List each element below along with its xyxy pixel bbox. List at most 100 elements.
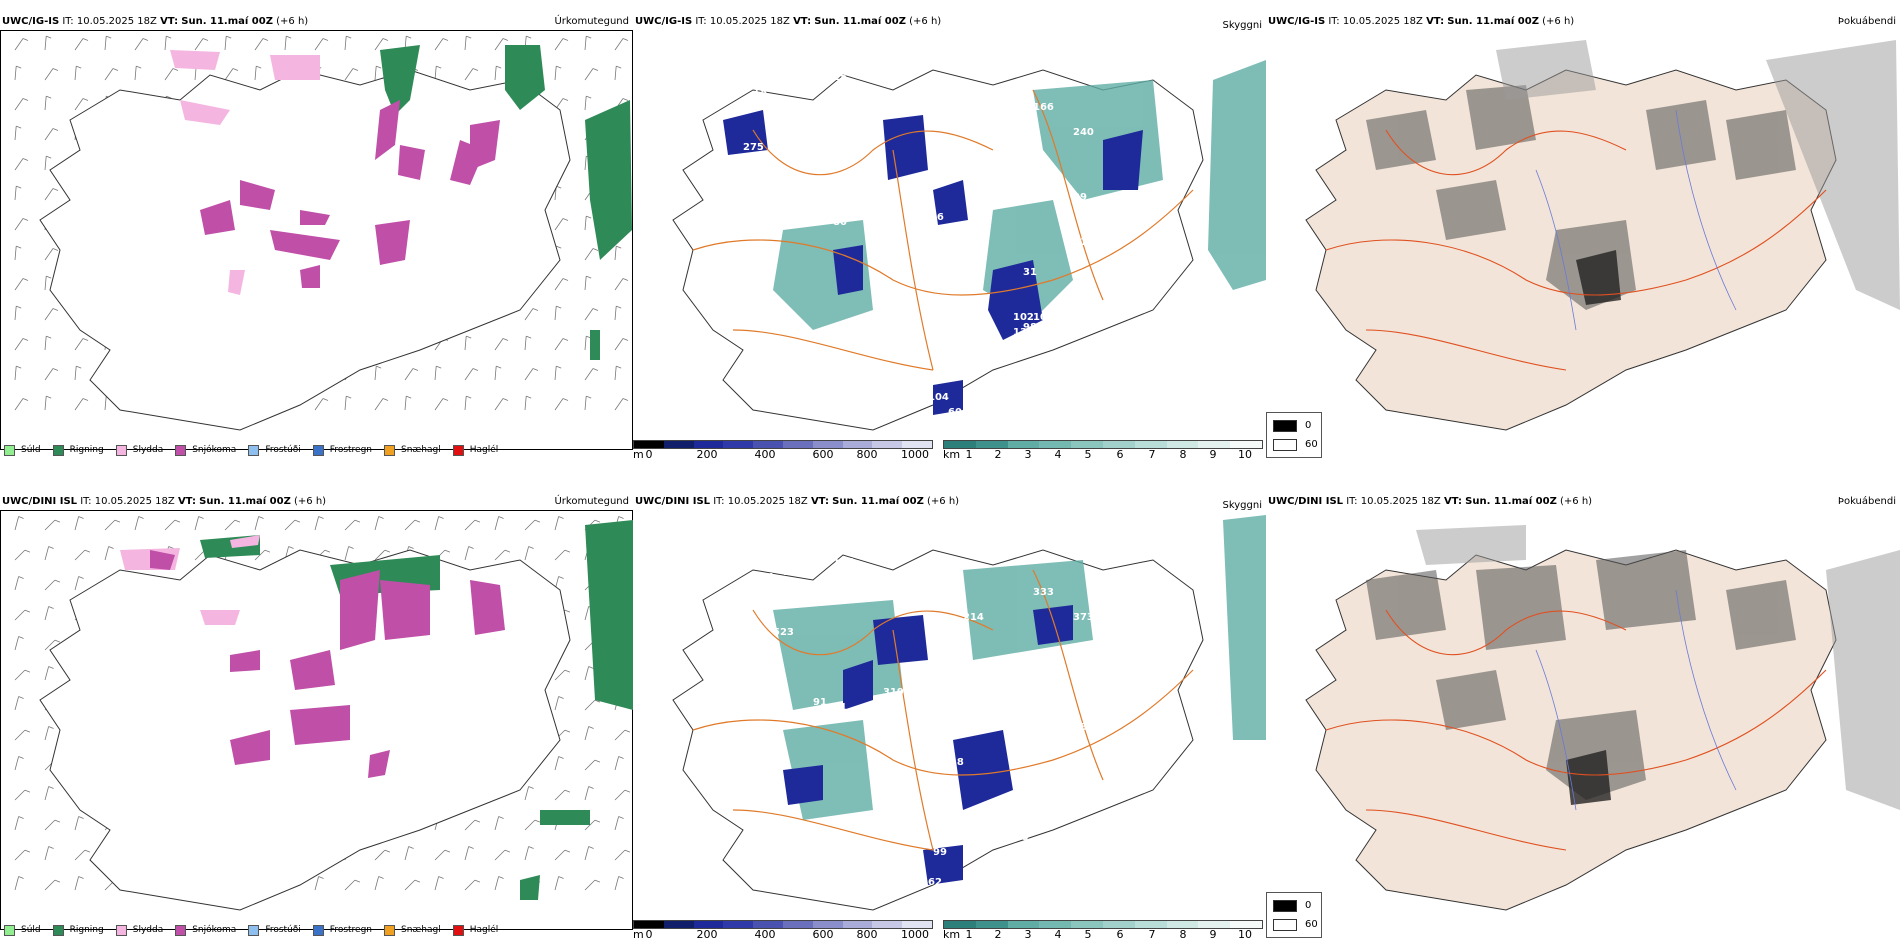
init-time: 10.05.2025 18Z: [1342, 16, 1423, 27]
wind-barb-flag: [532, 308, 539, 311]
wind-barb-flag: [622, 278, 629, 281]
wind-barb: [494, 66, 497, 81]
visibility-tick: 10: [1238, 928, 1252, 941]
wind-barb: [74, 816, 79, 831]
wind-barb: [344, 396, 347, 411]
wind-barb: [554, 516, 559, 531]
wind-barb-flag: [504, 549, 511, 553]
wind-barb-flag: [22, 338, 29, 341]
wind-barb-flag: [82, 398, 89, 401]
fog-map[interactable]: [1266, 30, 1900, 450]
wind-barb-flag: [348, 546, 354, 549]
wind-barb-flag: [466, 395, 472, 399]
wind-barb: [14, 98, 24, 111]
wind-barb-flag: [16, 125, 22, 129]
fog-panel-bottom: UWC/DINI ISL IT: 10.05.2025 18Z VT: Sun.…: [1266, 494, 1900, 944]
wind-barb: [464, 396, 467, 411]
wind-barb-flag: [378, 876, 384, 879]
wind-barb-flag: [412, 368, 419, 371]
wind-barb: [404, 519, 416, 531]
wind-barb-flag: [586, 95, 592, 99]
wind-barb-flag: [136, 65, 142, 69]
wind-barb: [164, 36, 167, 51]
lead-offset: (+6 h): [294, 496, 327, 507]
wind-barb: [614, 66, 617, 81]
wind-barb: [374, 398, 384, 411]
wind-barb: [14, 158, 24, 171]
legend-item: Rigning: [52, 924, 104, 936]
vt-label: VT:: [160, 16, 179, 27]
wind-barb-flag: [322, 398, 329, 401]
cloud-base-map[interactable]: 18 16 15 275 12 19 166 240 82 20 576 80 24 126 155 145 1…: [633, 30, 1266, 450]
wind-barb-flag: [562, 398, 569, 401]
wind-barb-flag: [616, 305, 622, 309]
wind-barb-flag: [564, 729, 571, 733]
ceiling-tick: 1000: [901, 928, 929, 941]
legend-label: Frostúði: [265, 445, 301, 455]
wind-barb: [584, 216, 587, 231]
init-time: 10.05.2025 18Z: [76, 16, 157, 27]
precip-map[interactable]: [0, 30, 633, 450]
wind-barb: [374, 549, 386, 561]
wind-barb-flag: [468, 546, 474, 549]
wind-barb-flag: [558, 696, 564, 699]
wind-barb-flag: [564, 549, 571, 553]
fog-map[interactable]: [1266, 510, 1900, 930]
wind-barb-flag: [54, 639, 61, 643]
wind-barb-flag: [112, 68, 119, 71]
legend-label: Slydda: [132, 925, 164, 935]
cloud-base-label: 104: [1023, 807, 1044, 818]
panel-title: Þokuábendi: [1837, 496, 1896, 507]
cloud-base-label: 31: [1023, 267, 1037, 278]
wind-barb-flag: [528, 546, 534, 549]
wind-barb-flag: [586, 35, 592, 39]
ceiling-tick: 0: [645, 928, 653, 941]
cloud-base-map[interactable]: 174 190 116 199 523 214 333 373 66 351 91 51 319 149 8…: [633, 510, 1266, 930]
cloud-base-panel-bottom: UWC/DINI ISL IT: 10.05.2025 18Z VT: Sun.…: [633, 494, 1266, 944]
wind-barb: [14, 218, 24, 231]
wind-barb: [74, 516, 79, 531]
wind-barb-flag: [378, 516, 384, 519]
wind-barb: [44, 846, 49, 861]
wind-barb: [434, 366, 437, 381]
wind-barb: [104, 36, 107, 51]
wind-barb: [614, 756, 619, 771]
vt-label: VT:: [793, 16, 812, 27]
wind-barb-flag: [24, 609, 31, 613]
wind-barb: [494, 816, 499, 831]
ceiling-tick: 800: [856, 448, 878, 461]
wind-barb: [524, 819, 536, 831]
wind-barb-flag: [558, 876, 564, 879]
visibility-unit: km: [943, 928, 961, 941]
wind-barb-flag: [108, 546, 114, 549]
precip-type-panel-bottom: UWC/DINI ISL IT: 10.05.2025 18Z VT: Sun.…: [0, 494, 633, 944]
wind-barb-flag: [558, 756, 564, 759]
legend-swatch: [384, 444, 396, 456]
wind-barb-flag: [352, 68, 359, 71]
lead-offset: (+6 h): [909, 16, 942, 27]
fog-legend: 0 60: [1266, 412, 1322, 458]
visibility-tick: 1: [965, 928, 973, 941]
cloud-base-label: 199: [743, 627, 764, 638]
wind-barb-flag: [234, 519, 241, 523]
wind-barb: [344, 68, 354, 81]
wind-barb: [614, 278, 624, 291]
wind-barb-flag: [624, 789, 631, 793]
wind-barb-flag: [18, 696, 24, 699]
vt-label: VT:: [1426, 16, 1445, 27]
valid-time: Sun. 11.maí 00Z: [814, 16, 906, 27]
wind-barb: [614, 729, 626, 741]
wind-barb: [134, 66, 137, 81]
wind-barb: [374, 849, 386, 861]
cloud-base-label: 523: [773, 627, 794, 638]
wind-barb: [464, 68, 474, 81]
wind-barb-flag: [54, 879, 61, 883]
visibility-tick: 9: [1209, 448, 1217, 461]
panel-title: Úrkomutegund: [554, 496, 629, 507]
ceiling-colorbar: m 0 200 400 600 800 1000: [633, 916, 933, 952]
precip-map[interactable]: [0, 510, 633, 930]
wind-barb-flag: [408, 846, 414, 849]
wind-barb-flag: [438, 516, 444, 519]
wind-barb: [14, 576, 19, 591]
wind-barb: [614, 246, 617, 261]
